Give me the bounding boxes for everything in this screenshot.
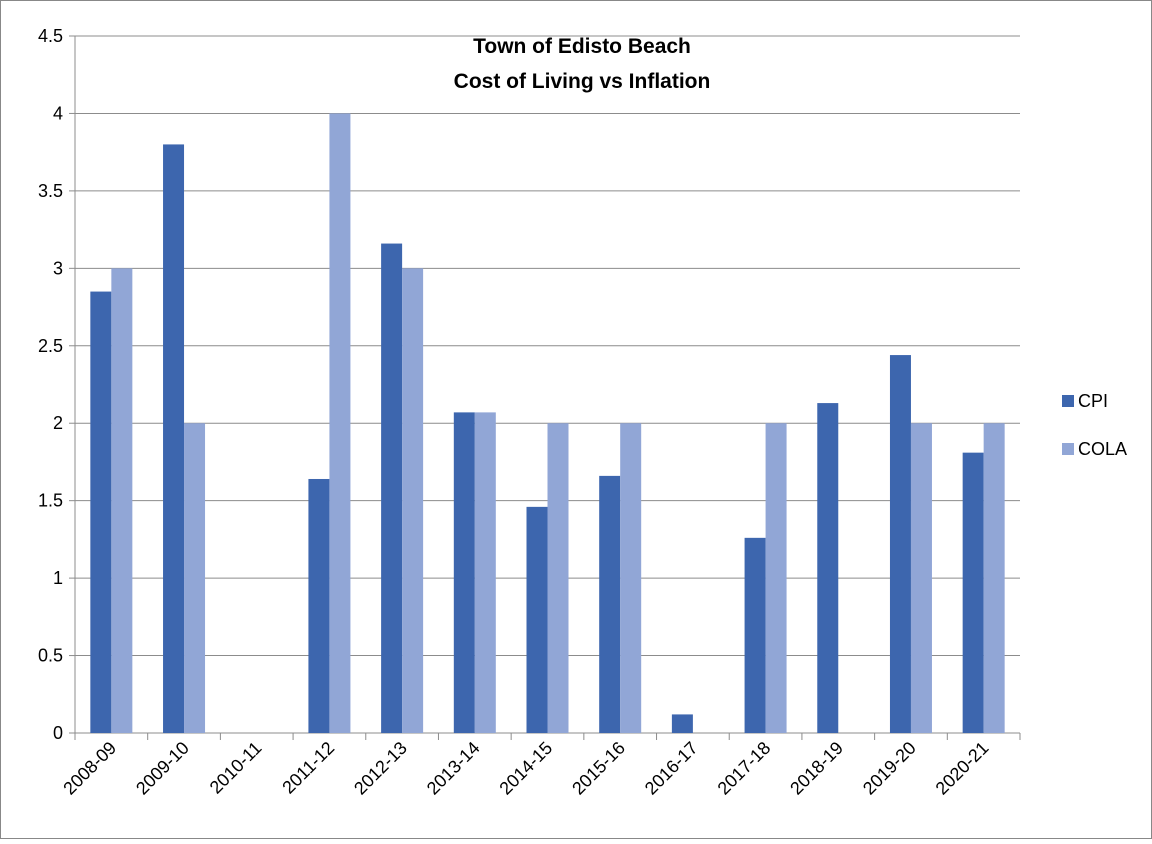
bar-cola-2012-13	[402, 268, 424, 733]
bar-cola-2013-14	[474, 412, 496, 733]
bar-cola-2017-18	[765, 423, 787, 733]
legend-label-cola: COLA	[1078, 439, 1127, 459]
legend-swatch-cpi	[1062, 395, 1074, 407]
chart-title-line-2: Cost of Living vs Inflation	[454, 70, 711, 93]
bar-cpi-2017-18	[744, 537, 766, 733]
bar-cpi-2009-10	[163, 144, 185, 733]
y-tick-label: 1	[53, 568, 63, 588]
y-tick-label: 2.5	[38, 336, 63, 356]
bar-cola-2019-20	[910, 423, 932, 733]
y-tick-label: 3.5	[38, 181, 63, 201]
bar-cola-2020-21	[983, 423, 1005, 733]
bar-cola-2008-09	[111, 268, 133, 733]
bar-cpi-2020-21	[962, 452, 984, 733]
bar-cpi-2013-14	[453, 412, 475, 733]
bar-cola-2015-16	[620, 423, 642, 733]
y-tick-label: 1.5	[38, 491, 63, 511]
chart-title: Town of Edisto Beach Cost of Living vs I…	[454, 35, 711, 93]
legend-label-cpi: CPI	[1078, 391, 1108, 411]
y-tick-label: 0	[53, 723, 63, 743]
bar-cpi-2014-15	[526, 506, 548, 733]
y-tick-label: 4.5	[38, 26, 63, 46]
bar-cpi-2012-13	[381, 243, 403, 733]
bar-cola-2011-12	[329, 113, 351, 733]
bar-cpi-2008-09	[90, 291, 112, 733]
bar-cpi-2018-19	[817, 403, 839, 733]
y-tick-label: 2	[53, 413, 63, 433]
chart-title-line-1: Town of Edisto Beach	[473, 35, 691, 58]
bar-cpi-2016-17	[671, 714, 693, 733]
bar-cpi-2019-20	[889, 355, 911, 733]
bar-cpi-2011-12	[308, 478, 330, 733]
bar-cola-2014-15	[547, 423, 569, 733]
legend: CPI COLA	[1062, 391, 1127, 459]
y-tick-label: 3	[53, 258, 63, 278]
gridlines	[75, 35, 1020, 657]
y-tick-label: 0.5	[38, 646, 63, 666]
bar-cpi-2015-16	[599, 475, 621, 733]
bar-cola-2009-10	[184, 423, 206, 733]
bars	[90, 113, 1005, 733]
y-tick-label: 4	[53, 103, 63, 123]
legend-swatch-cola	[1062, 443, 1074, 455]
